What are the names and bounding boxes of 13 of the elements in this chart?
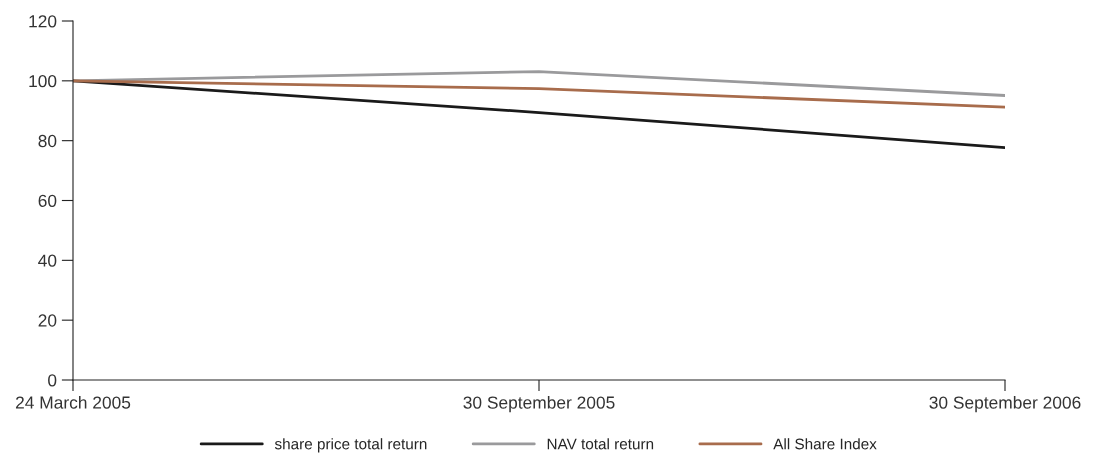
legend-label: NAV total return <box>547 438 654 450</box>
y-tick-label: 120 <box>29 15 57 28</box>
y-tick-label: 0 <box>48 374 57 387</box>
legend-label: share price total return <box>274 438 427 453</box>
x-tick-label: 30 September 2006 <box>929 395 1081 413</box>
y-tick-label: 20 <box>38 314 57 327</box>
y-tick-label: 60 <box>38 194 57 207</box>
y-tick-label: 100 <box>29 75 57 88</box>
y-tick-label: 80 <box>38 134 57 148</box>
y-tick-label: 40 <box>38 254 57 267</box>
x-tick-label: 30 September 2005 <box>463 395 615 413</box>
legend-label: All Share Index <box>773 438 877 450</box>
x-tick-label: 24 March 2005 <box>15 395 131 409</box>
